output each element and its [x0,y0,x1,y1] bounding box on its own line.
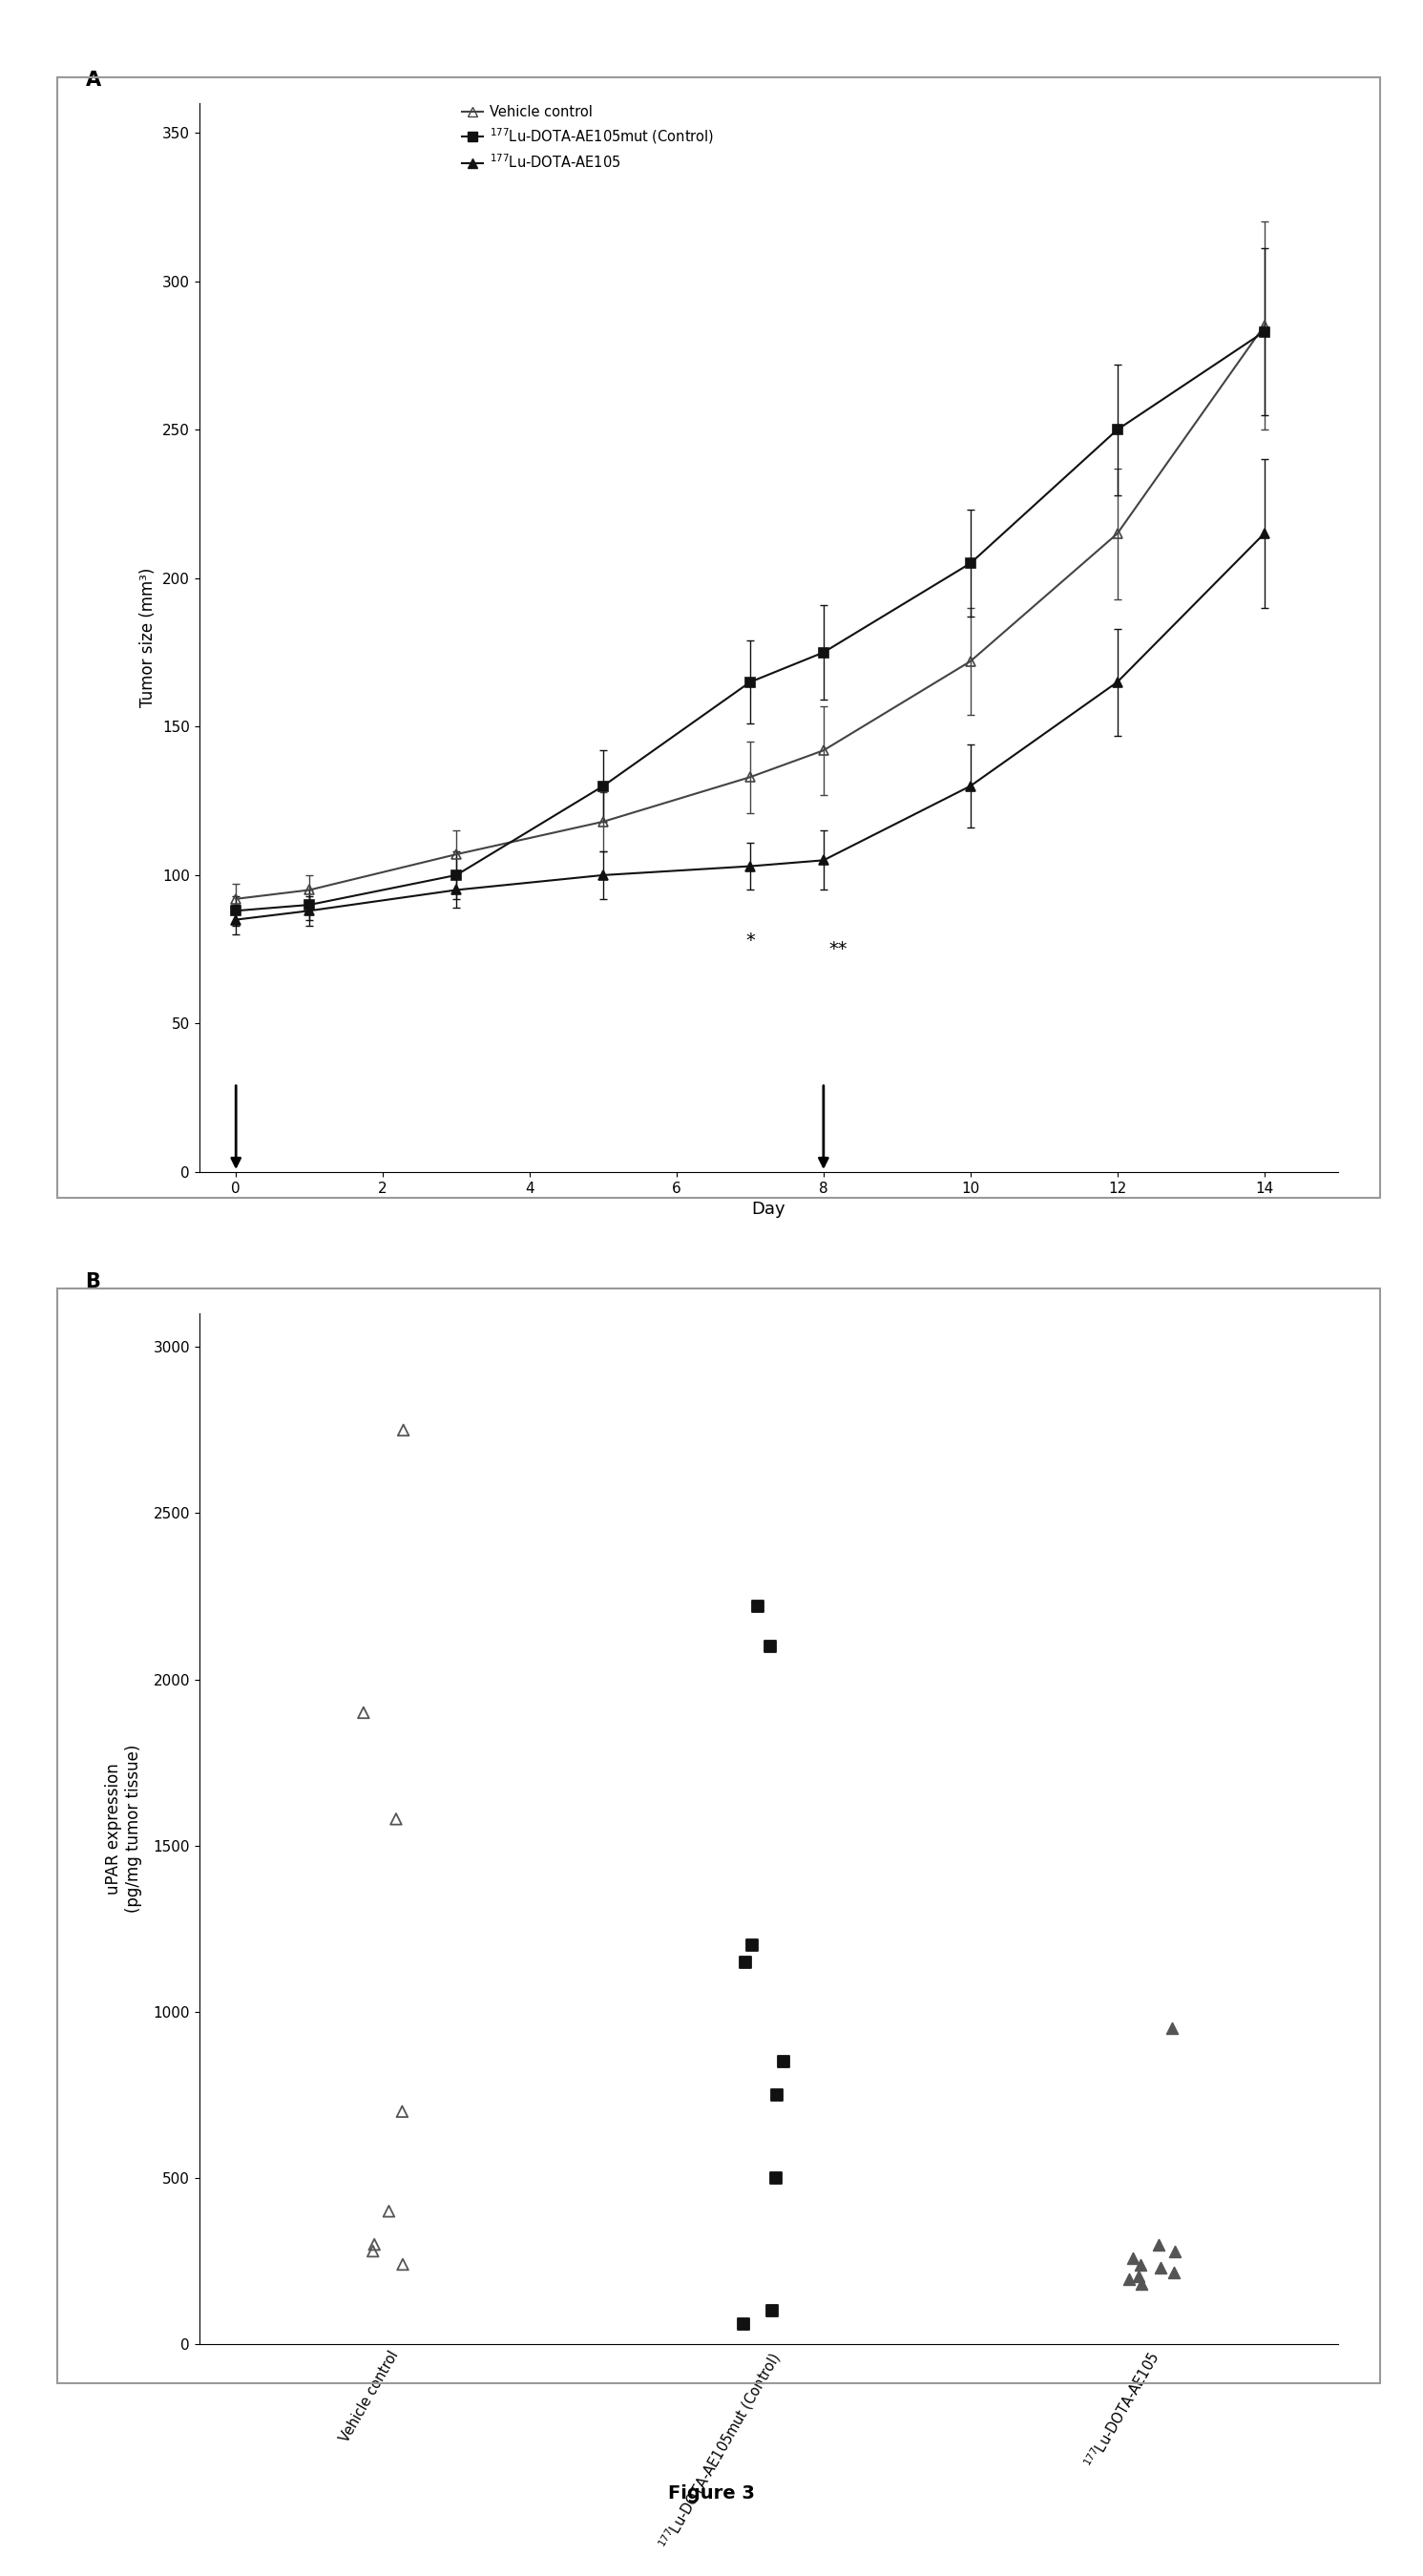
Point [384,1798,407,1839]
Text: *: * [746,933,754,951]
Point [733,2303,756,2344]
Y-axis label: Tumor size (mm³): Tumor size (mm³) [139,567,157,708]
Point [391,1409,414,1450]
Y-axis label: uPAR expression
(pg/mg tumor tissue): uPAR expression (pg/mg tumor tissue) [105,1744,142,1914]
Point [740,1924,763,1965]
Point [1163,2231,1185,2272]
Point [1147,2223,1170,2264]
Point [761,2290,784,2331]
Point [764,2156,787,2197]
Point [1163,2251,1185,2293]
Point [361,2231,384,2272]
Point [1128,2244,1151,2285]
Point [1161,2007,1184,2048]
Text: A: A [85,72,101,90]
Point [766,2074,788,2115]
Point [363,2223,386,2264]
Point [391,2092,414,2133]
Point [391,2244,414,2285]
Point [351,1692,374,1734]
Point [377,2190,400,2231]
Point [773,2040,795,2081]
Point [746,1587,768,1628]
Text: B: B [85,1273,101,1291]
X-axis label: Day: Day [751,1200,785,1218]
Point [758,1625,781,1667]
Point [1150,2246,1173,2287]
Point [1117,2259,1140,2300]
Text: **: ** [828,940,848,958]
Point [1127,2257,1150,2298]
Legend: Vehicle control, $^{177}$Lu-DOTA-AE105mut (Control), $^{177}$Lu-DOTA-AE105: Vehicle control, $^{177}$Lu-DOTA-AE105mu… [457,100,720,175]
Point [1121,2236,1144,2277]
Text: Figure 3: Figure 3 [669,2483,754,2501]
Point [734,1942,757,1984]
Point [1130,2264,1153,2306]
